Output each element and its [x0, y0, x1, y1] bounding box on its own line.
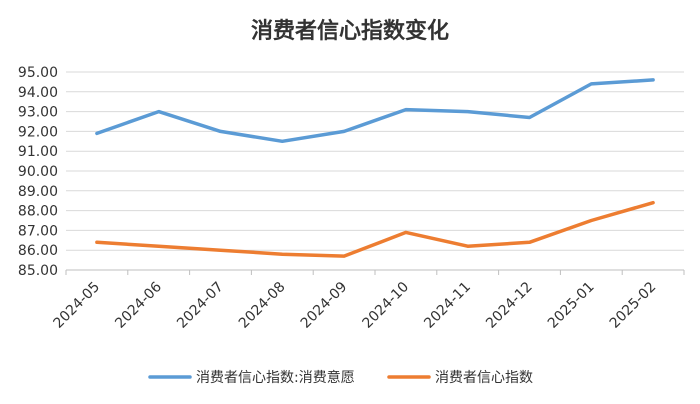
x-axis-ticks: 2024-05 2024-06 2024-07 2024-08 2024-09 2024-… — [51, 270, 685, 332]
x-tick-label: 2025-02 — [607, 279, 660, 332]
series-line-1 — [95, 200, 655, 258]
y-tick-label: 91.00 — [18, 144, 58, 160]
x-tick-label: 2024-08 — [236, 279, 289, 332]
y-tick-label: 87.00 — [18, 223, 58, 239]
legend-label-1: 消费者信心指数 — [435, 370, 533, 386]
y-axis-ticks: 95.00 94.00 93.00 92.00 91.00 90.00 89.00 88.00… — [18, 65, 58, 279]
x-tick-label: 2024-11 — [421, 279, 474, 332]
y-tick-label: 85.00 — [18, 263, 58, 279]
grid-lines — [66, 71, 684, 271]
y-tick-label: 93.00 — [18, 105, 58, 121]
series-line-0 — [95, 78, 655, 144]
x-tick-label: 2024-10 — [360, 279, 413, 332]
chart-title: 消费者信心指数变化 — [251, 18, 449, 44]
y-tick-label: 95.00 — [18, 65, 58, 81]
x-tick-label: 2024-12 — [483, 279, 536, 332]
y-tick-label: 86.00 — [18, 243, 58, 259]
y-tick-label: 89.00 — [18, 184, 58, 200]
legend: 消费者信心指数:消费意愿 消费者信心指数 — [148, 369, 533, 386]
y-tick-label: 94.00 — [18, 85, 58, 101]
series-lines — [95, 78, 655, 258]
x-tick-label: 2024-09 — [298, 279, 351, 332]
y-tick-label: 88.00 — [18, 204, 58, 220]
x-tick-label: 2024-07 — [174, 279, 227, 332]
y-tick-label: 90.00 — [18, 164, 58, 180]
x-tick-label: 2025-01 — [545, 279, 598, 332]
x-tick-label: 2024-06 — [112, 279, 165, 332]
legend-label-0: 消费者信心指数:消费意愿 — [196, 369, 355, 386]
x-tick-label: 2024-05 — [51, 279, 104, 332]
y-tick-label: 92.00 — [18, 124, 58, 140]
